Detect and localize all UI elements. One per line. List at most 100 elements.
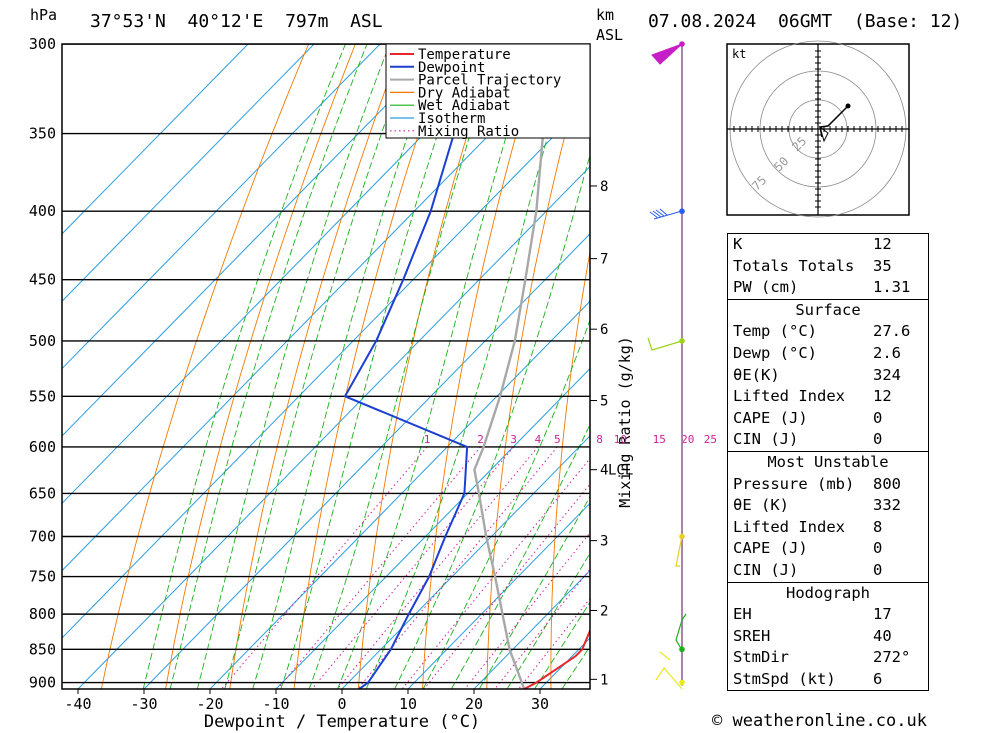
mixing-ratio-label: 10 — [614, 433, 627, 446]
surface-index-value: 12 — [873, 387, 892, 406]
mixing-ratio-label: 4 — [535, 433, 542, 446]
km-tick-label: 6 — [600, 322, 608, 338]
most-unstable-index-key: CAPE (J) — [733, 539, 808, 558]
wind-barb-marker — [679, 679, 685, 686]
pressure-tick-label: 800 — [29, 605, 56, 623]
wind-barb-700 — [675, 535, 683, 567]
surface-index-key: θE(K) — [733, 365, 780, 384]
most-unstable-index-key: Pressure (mb) — [733, 474, 855, 493]
most-unstable-index-row: CIN (J) 0 — [728, 560, 928, 582]
hodograph-index-value: 6 — [873, 669, 883, 688]
hodograph-index-key: StmSpd (kt) — [733, 669, 836, 688]
dry-adiabat-line — [229, 44, 403, 689]
surface-index-value: 27.6 — [873, 322, 911, 341]
hodograph-index-row: StmSpd (kt) 6 — [728, 669, 928, 691]
most-unstable-index-value: 800 — [873, 474, 901, 493]
legend-entry: Wet Adiabat — [418, 98, 511, 114]
index-row: PW (cm) 1.31 — [728, 277, 928, 299]
wind-barb-500 — [647, 337, 683, 351]
surface-index-value: 324 — [873, 365, 901, 384]
mixing-ratio-label: 25 — [704, 433, 717, 446]
index-value: 1.31 — [873, 278, 911, 297]
dewpoint-profile — [344, 44, 536, 689]
surface-index-row: CAPE (J) 0 — [728, 408, 928, 430]
mixing-ratio-label: 8 — [596, 433, 603, 446]
most-unstable-index-row: Pressure (mb) 800 — [728, 474, 928, 496]
index-key: Totals Totals — [733, 256, 855, 275]
dry-adiabat-line — [100, 44, 310, 689]
hodograph-title: Hodograph — [786, 583, 870, 602]
most-unstable-index-row: CAPE (J) 0 — [728, 538, 928, 560]
copyright-notice: © weatheronline.co.uk — [712, 711, 927, 731]
mixing-ratio-line — [311, 446, 514, 689]
mixing-ratio-line — [337, 446, 539, 689]
temperature-tick-label: 30 — [531, 695, 549, 713]
dry-adiabat-line — [357, 44, 497, 689]
isotherm-line — [341, 435, 590, 689]
hpa-axis-unit: hPa — [30, 6, 58, 24]
hodograph-index-key: SREH — [733, 626, 771, 645]
isotherm-line — [62, 44, 249, 235]
pressure-tick-label: 650 — [29, 484, 56, 502]
parcel-trajectory-profile — [473, 44, 553, 689]
hodograph-index-row: SREH 40 — [728, 626, 928, 648]
pressure-tick-label: 700 — [29, 527, 56, 545]
wind-barb-300 — [651, 43, 683, 65]
mixing-ratio-line — [494, 568, 590, 689]
x-axis-title: Dewpoint / Temperature (°C) — [204, 712, 480, 732]
surface-index-value: 0 — [873, 430, 883, 449]
isotherm-line — [407, 502, 590, 689]
most-unstable-index-key: θE (K) — [733, 496, 789, 515]
km-tick-label: 3 — [600, 534, 608, 550]
hodograph-point — [845, 103, 851, 109]
wet-adiabat-line — [337, 44, 535, 689]
surface-index-key: Temp (°C) — [733, 322, 817, 341]
legend-entry: Isotherm — [418, 111, 485, 127]
temperature-tick-label: 20 — [465, 695, 483, 713]
surface-index-row: Dewp (°C) 2.6 — [728, 343, 928, 365]
asl-axis-unit: ASL — [596, 26, 624, 44]
mixing-ratio-axis-title: Mixing Ratio (g/kg) — [616, 336, 634, 508]
temperature-tick-label: -10 — [262, 695, 289, 713]
hodograph-index-value: 17 — [873, 605, 892, 624]
isotherm-line — [473, 569, 590, 689]
wet-adiabat-line — [450, 423, 590, 689]
pressure-tick-label: 350 — [29, 125, 56, 143]
wet-adiabat-line — [252, 44, 441, 689]
isotherm-line — [62, 44, 315, 302]
most-unstable-index-key: Lifted Index — [733, 517, 845, 536]
mixing-ratio-label: 3 — [510, 433, 517, 446]
wind-barb-850 — [675, 613, 687, 651]
temperature-tick-label: -40 — [64, 695, 91, 713]
hodograph-index-key: EH — [733, 605, 752, 624]
isotherm-line — [62, 44, 579, 572]
wind-barb-400 — [649, 208, 683, 220]
km-axis-unit: km — [596, 6, 615, 24]
temperature-profile — [523, 628, 590, 689]
most-unstable-index-value: 0 — [873, 560, 883, 579]
wet-adiabat-line — [308, 44, 500, 689]
isotherm-line — [275, 367, 590, 689]
wind-barb-marker — [679, 338, 685, 344]
index-key: PW (cm) — [733, 278, 799, 297]
legend-entry: Dry Adiabat — [418, 85, 511, 101]
km-tick-label: 4 — [600, 463, 608, 479]
dry-adiabat-line — [550, 249, 590, 689]
surface-index-value: 0 — [873, 408, 883, 427]
most-unstable-index-row: θE (K) 332 — [728, 495, 928, 517]
isotherm-line — [62, 44, 381, 370]
wet-adiabat-line — [534, 601, 590, 689]
wet-adiabat-line — [394, 153, 590, 689]
isotherm-line — [143, 233, 590, 689]
dry-adiabat-line — [165, 44, 356, 689]
hodograph-index-value: 272° — [873, 648, 911, 667]
km-tick-label: 8 — [600, 179, 608, 195]
isotherm-line — [62, 98, 590, 639]
pressure-tick-label: 750 — [29, 568, 56, 586]
mixing-ratio-line — [221, 446, 428, 689]
mixing-ratio-label: 1 — [424, 433, 431, 446]
mixing-ratio-line — [423, 483, 590, 689]
storm-motion-arrow — [819, 125, 829, 143]
hodograph-index-row: StmDir 272° — [728, 647, 928, 669]
